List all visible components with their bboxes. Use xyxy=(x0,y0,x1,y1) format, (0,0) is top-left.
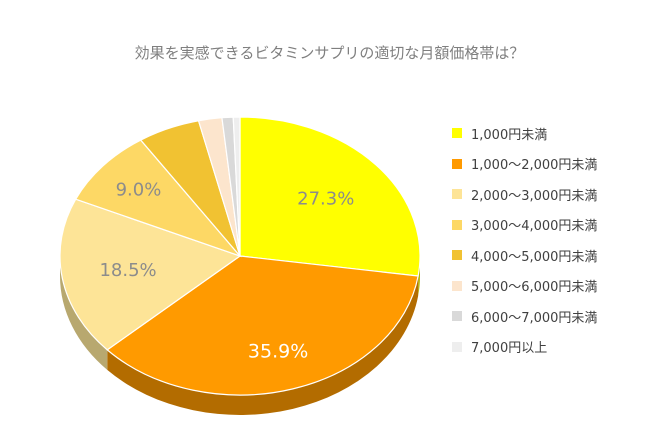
slice-label-3: 18.5% xyxy=(99,260,156,281)
legend-label: 1,000～2,000円未満 xyxy=(471,158,598,174)
legend-label: 7,000円以上 xyxy=(471,341,548,357)
legend-swatch xyxy=(452,219,462,230)
legend-label: 2,000～3,000円未満 xyxy=(471,188,598,204)
slice-label-4: 9.0% xyxy=(116,179,162,200)
pie-slice-1 xyxy=(239,116,421,277)
legend-item-4: 3,000～4,000円未満 xyxy=(452,210,597,241)
pie-slice-2 xyxy=(106,255,419,396)
chart-title: 効果を実感できるビタミンサプリの適切な月額価格帯は？ xyxy=(134,44,525,62)
legend-item-5: 4,000～5,000円未満 xyxy=(452,240,597,271)
slice-label-2: 35.9% xyxy=(248,341,308,363)
legend-swatch xyxy=(452,158,462,169)
legend-swatch xyxy=(452,189,462,200)
pie-side-2 xyxy=(107,276,419,415)
pie-slice-8 xyxy=(232,116,241,257)
slice-label-1: 27.3% xyxy=(297,189,354,210)
legend-swatch xyxy=(452,128,462,139)
legend-label: 5,000～6,000円未満 xyxy=(471,280,598,296)
legend-item-7: 6,000～7,000円未満 xyxy=(452,301,597,332)
pie-slice-3 xyxy=(59,198,242,351)
legend-item-1: 1,000円未満 xyxy=(452,118,597,149)
pie-slice-4 xyxy=(74,139,242,258)
legend-label: 3,000～4,000円未満 xyxy=(471,219,598,235)
chart-legend: 1,000円未満 1,000～2,000円未満 2,000～3,000円未満 3,00… xyxy=(452,118,597,362)
legend-item-8: 7,000円以上 xyxy=(452,332,597,363)
legend-label: 4,000～5,000円未満 xyxy=(471,249,598,265)
legend-swatch xyxy=(452,250,462,261)
pie-side-1 xyxy=(418,256,420,297)
legend-item-6: 5,000～6,000円未満 xyxy=(452,271,597,302)
legend-swatch xyxy=(452,311,462,322)
legend-item-3: 2,000～3,000円未満 xyxy=(452,179,597,210)
legend-swatch xyxy=(452,341,462,352)
legend-item-2: 1,000～2,000円未満 xyxy=(452,149,597,180)
legend-swatch xyxy=(452,280,462,291)
legend-label: 1,000円未満 xyxy=(471,127,548,143)
pie-side-3 xyxy=(60,256,108,370)
legend-label: 6,000～7,000円未満 xyxy=(471,310,598,326)
